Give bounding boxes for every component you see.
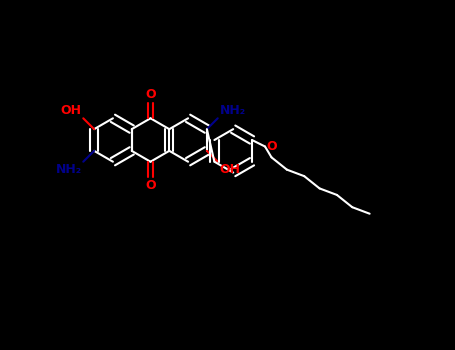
- Text: NH₂: NH₂: [56, 163, 81, 176]
- Text: OH: OH: [61, 104, 81, 117]
- Text: OH: OH: [219, 163, 241, 176]
- Text: NH₂: NH₂: [219, 104, 246, 117]
- Text: O: O: [145, 178, 156, 192]
- Text: O: O: [267, 140, 278, 153]
- Text: O: O: [145, 88, 156, 102]
